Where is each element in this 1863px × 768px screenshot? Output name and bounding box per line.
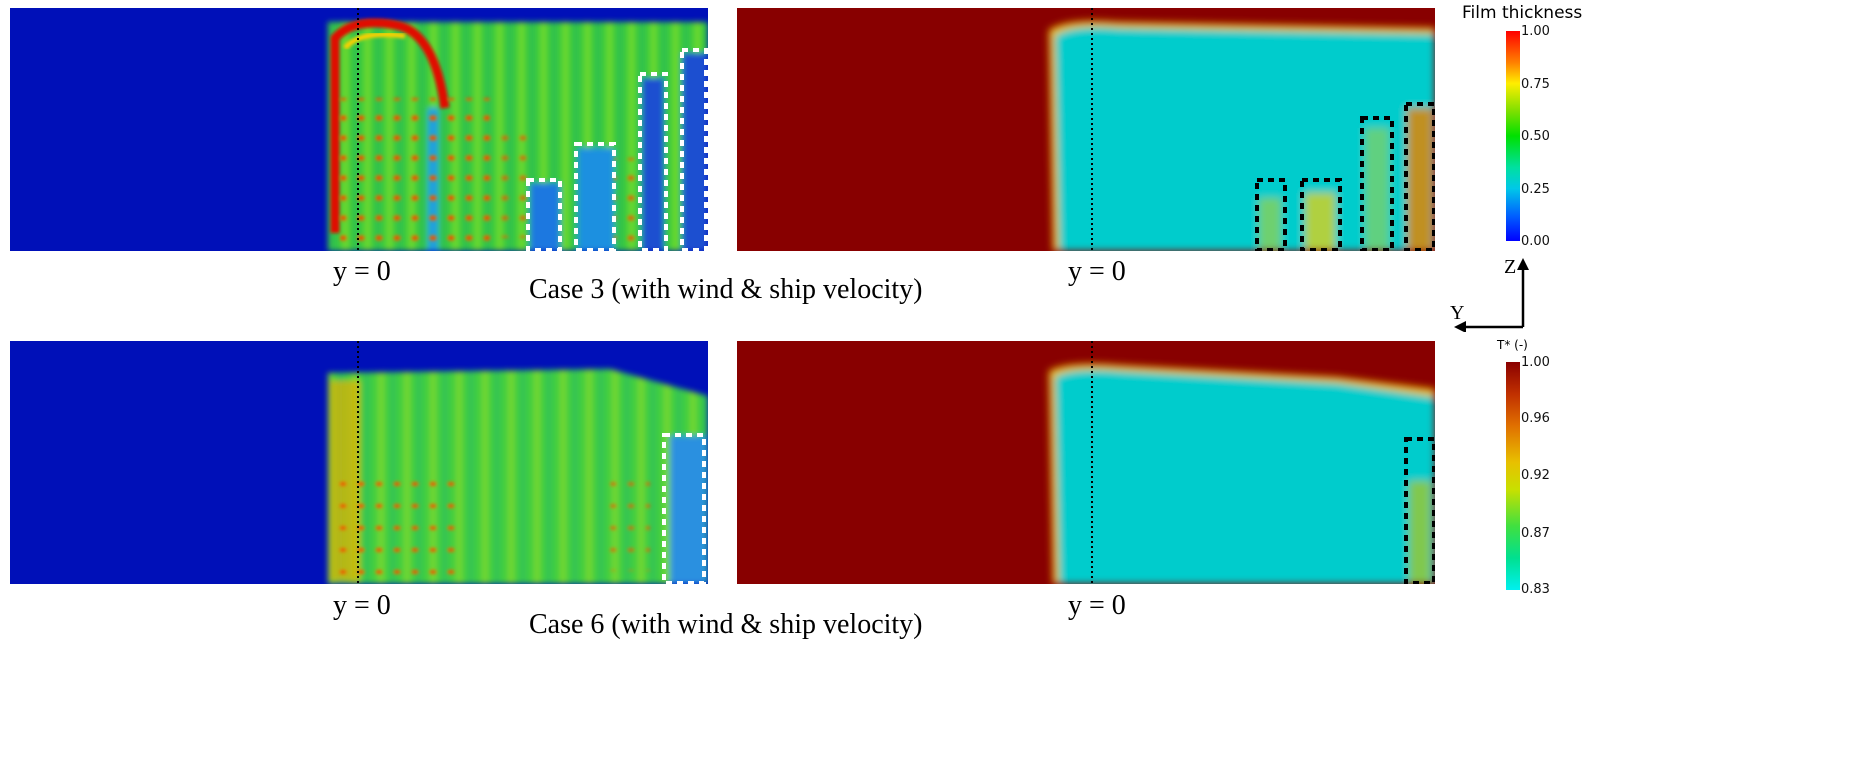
case3-temperature-panel (737, 8, 1435, 251)
film-tick-5: 0.00 (1521, 234, 1550, 249)
bottom-left-y0-label: y = 0 (333, 590, 391, 621)
temp-tick-2: 0.96 (1521, 411, 1550, 426)
temperature-colorbar (1506, 362, 1520, 590)
bottom-right-y0-label: y = 0 (1068, 590, 1126, 621)
case6-temperature-panel (737, 341, 1435, 584)
axis-indicator (1450, 256, 1540, 333)
film-thickness-colorbar (1506, 31, 1520, 241)
y-axis-label: Y (1450, 302, 1465, 324)
film-tick-1: 1.00 (1521, 24, 1550, 39)
case6-film-thickness-panel (10, 341, 708, 584)
film-tick-3: 0.50 (1521, 129, 1550, 144)
top-right-y0-label: y = 0 (1068, 256, 1126, 287)
z-axis-label: Z (1504, 256, 1517, 278)
case3-caption: Case 3 (with wind & ship velocity) (529, 274, 923, 305)
temp-tick-3: 0.92 (1521, 468, 1550, 483)
film-tick-2: 0.75 (1521, 77, 1550, 92)
case6-caption: Case 6 (with wind & ship velocity) (529, 609, 923, 640)
temp-tick-5: 0.83 (1521, 582, 1550, 597)
film-tick-4: 0.25 (1521, 182, 1550, 197)
temperature-colorbar-title: T* (-) (1497, 338, 1528, 352)
film-thickness-colorbar-title: Film thickness (1462, 3, 1583, 23)
case3-film-thickness-panel (10, 8, 708, 251)
top-left-y0-label: y = 0 (333, 256, 391, 287)
temp-tick-1: 1.00 (1521, 355, 1550, 370)
temp-tick-4: 0.87 (1521, 526, 1550, 541)
